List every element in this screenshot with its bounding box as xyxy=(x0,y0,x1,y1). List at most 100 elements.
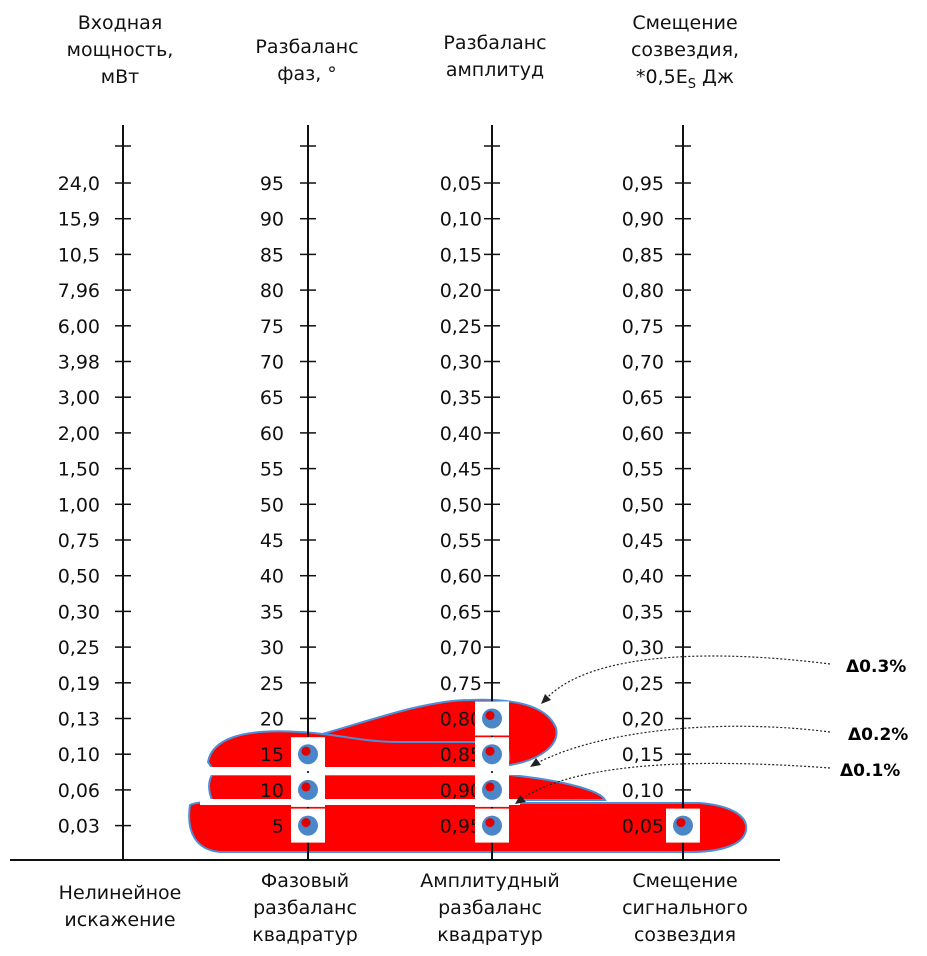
tick-label-constellation-offset: 0,15 xyxy=(622,744,664,766)
footer-constellation: Смещение сигнального созвездия xyxy=(605,868,765,949)
footer-line: разбаланс xyxy=(438,897,542,919)
tick-label-amplitude-imbalance: 0,35 xyxy=(440,387,482,409)
arrowhead-delta-0-3 xyxy=(541,694,551,704)
region-delta-0-2 xyxy=(206,730,511,769)
tick-label-phase-imbalance: 5 xyxy=(272,816,284,838)
tick-label-amplitude-imbalance: 0,25 xyxy=(440,316,482,338)
tick-label-constellation-offset: 0,30 xyxy=(622,637,664,659)
tick-label-phase-imbalance: 55 xyxy=(260,459,284,481)
tick-label-phase-imbalance: 65 xyxy=(260,387,284,409)
tick-label-amplitude-imbalance: 0,60 xyxy=(440,566,482,588)
footer-nonlinear: Нелинейное искажение xyxy=(45,880,195,934)
tick-label-amplitude-imbalance: 0,15 xyxy=(440,244,482,266)
tick-label-phase-imbalance: 45 xyxy=(260,530,284,552)
tick-label-input-power: 10,5 xyxy=(58,244,100,266)
marker-dot-center xyxy=(301,782,311,792)
marker-dot-center xyxy=(301,746,311,756)
tick-label-constellation-offset: 0,40 xyxy=(622,566,664,588)
tick-label-input-power: 0,10 xyxy=(58,744,100,766)
tick-label-amplitude-imbalance: 0,90 xyxy=(440,780,482,802)
footer-line: созвездия xyxy=(633,924,737,946)
marker-dot-center xyxy=(676,818,686,828)
tick-label-phase-imbalance: 40 xyxy=(260,566,284,588)
tick-label-phase-imbalance: 70 xyxy=(260,352,284,374)
tick-label-constellation-offset: 0,85 xyxy=(622,244,664,266)
tick-label-constellation-offset: 0,75 xyxy=(622,316,664,338)
tick-label-input-power: 0,30 xyxy=(58,601,100,623)
tick-label-constellation-offset: 0,45 xyxy=(622,530,664,552)
arrow-delta-0-1 xyxy=(519,762,831,801)
tick-label-input-power: 2,00 xyxy=(58,423,100,445)
header-amplitude-imbalance: Разбаланс амплитуд xyxy=(420,30,570,84)
marker-dot-center xyxy=(485,746,495,756)
header-line: созвездия, xyxy=(630,39,740,61)
tick-label-amplitude-imbalance: 0,85 xyxy=(440,744,482,766)
marker-dot-center xyxy=(301,818,311,828)
tick-label-constellation-offset: 0,55 xyxy=(622,459,664,481)
region-label-delta-0-3: Δ0.3% xyxy=(846,657,906,677)
header-line: Входная xyxy=(77,12,163,34)
header-text: Дж xyxy=(696,66,734,88)
tick-label-amplitude-imbalance: 0,30 xyxy=(440,352,482,374)
arrowhead-delta-0-1 xyxy=(515,795,526,804)
tick-label-phase-imbalance: 20 xyxy=(260,709,284,731)
footer-phase: Фазовый разбаланс квадратур xyxy=(230,868,380,949)
header-line: амплитуд xyxy=(445,59,545,81)
tick-label-constellation-offset: 0,50 xyxy=(622,494,664,516)
tick-label-input-power: 0,13 xyxy=(58,709,100,731)
tick-label-input-power: 0,75 xyxy=(58,530,100,552)
tick-label-phase-imbalance: 95 xyxy=(260,173,284,195)
tick-label-phase-imbalance: 75 xyxy=(260,316,284,338)
tick-label-amplitude-imbalance: 0,05 xyxy=(440,173,482,195)
arrowhead-delta-0-2 xyxy=(530,758,541,767)
footer-line: сигнального xyxy=(622,897,748,919)
header-phase-imbalance: Разбаланс фаз, ° xyxy=(232,34,382,88)
tick-label-phase-imbalance: 25 xyxy=(260,673,284,695)
footer-line: Нелинейное xyxy=(58,882,182,904)
header-line: *0,5ES Дж xyxy=(605,64,765,98)
tick-label-amplitude-imbalance: 0,75 xyxy=(440,673,482,695)
tick-label-phase-imbalance: 90 xyxy=(260,209,284,231)
tick-label-constellation-offset: 0,10 xyxy=(622,780,664,802)
footer-line: Амплитудный xyxy=(420,870,560,892)
tick-label-amplitude-imbalance: 0,70 xyxy=(440,637,482,659)
tick-label-input-power: 0,25 xyxy=(58,637,100,659)
tick-label-input-power: 15,9 xyxy=(58,209,100,231)
footer-line: Фазовый xyxy=(260,870,350,892)
tick-label-amplitude-imbalance: 0,40 xyxy=(440,423,482,445)
tick-label-phase-imbalance: 60 xyxy=(260,423,284,445)
header-text: *0,5E xyxy=(636,66,688,88)
footer-line: Смещение xyxy=(632,870,738,892)
region-label-delta-0-2: Δ0.2% xyxy=(848,725,908,745)
arrow-delta-0-3 xyxy=(544,655,831,701)
tick-label-amplitude-imbalance: 0,20 xyxy=(440,280,482,302)
tick-label-input-power: 1,00 xyxy=(58,494,100,516)
tick-label-phase-imbalance: 30 xyxy=(260,637,284,659)
tick-label-constellation-offset: 0,95 xyxy=(622,173,664,195)
tick-label-input-power: 3,00 xyxy=(58,387,100,409)
tick-label-input-power: 0,03 xyxy=(58,816,100,838)
arrow-delta-0-2 xyxy=(534,725,831,765)
footer-line: разбаланс xyxy=(253,897,357,919)
tick-label-amplitude-imbalance: 0,65 xyxy=(440,601,482,623)
tick-label-constellation-offset: 0,35 xyxy=(622,601,664,623)
tick-label-phase-imbalance: 15 xyxy=(260,744,284,766)
tick-label-input-power: 24,0 xyxy=(58,173,100,195)
marker-dot-center xyxy=(485,711,495,720)
band-gap-2 xyxy=(200,799,520,805)
region-label-delta-0-1: Δ0.1% xyxy=(840,761,900,781)
marker-dot-center xyxy=(485,818,495,828)
header-line: Разбаланс xyxy=(443,32,547,54)
tick-label-constellation-offset: 0,25 xyxy=(622,673,664,695)
header-constellation-offset: Смещение созвездия, *0,5ES Дж xyxy=(605,10,765,98)
tick-label-input-power: 6,00 xyxy=(58,316,100,338)
tick-label-constellation-offset: 0,70 xyxy=(622,352,664,374)
header-line: мВт xyxy=(100,66,140,88)
tick-label-amplitude-imbalance: 0,95 xyxy=(440,816,482,838)
band-gap-1 xyxy=(200,767,670,775)
tick-label-input-power: 1,50 xyxy=(58,459,100,481)
header-line: Разбаланс xyxy=(255,36,359,58)
header-input-power: Входная мощность, мВт xyxy=(45,10,195,91)
